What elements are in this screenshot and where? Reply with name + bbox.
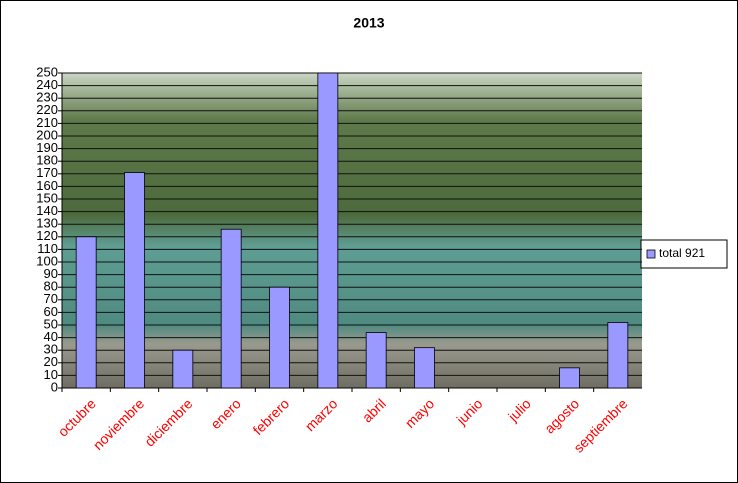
bar bbox=[269, 286, 290, 389]
bar bbox=[75, 236, 97, 389]
y-tick-label: 70 bbox=[44, 291, 58, 306]
y-tick-label: 120 bbox=[36, 228, 58, 243]
y-tick-label: 60 bbox=[44, 304, 58, 319]
y-tick-label: 220 bbox=[36, 102, 58, 117]
y-tick-label: 80 bbox=[44, 279, 58, 294]
y-tick-label: 150 bbox=[36, 190, 58, 205]
bar bbox=[220, 228, 242, 389]
bar bbox=[607, 322, 629, 389]
y-tick-label: 190 bbox=[36, 140, 58, 155]
y-tick-label: 90 bbox=[44, 266, 58, 281]
y-tick-label: 110 bbox=[37, 241, 58, 256]
y-tick-label: 20 bbox=[44, 354, 58, 369]
y-tick-label: 230 bbox=[36, 90, 58, 105]
y-tick-label: 210 bbox=[36, 115, 58, 130]
y-tick-label: 160 bbox=[36, 178, 58, 193]
y-tick-label: 30 bbox=[44, 342, 58, 357]
y-tick-label: 250 bbox=[36, 64, 58, 79]
y-tick-label: 200 bbox=[36, 127, 58, 142]
y-tick-label: 130 bbox=[36, 216, 58, 231]
legend: total 921 bbox=[640, 239, 728, 269]
y-tick-label: 40 bbox=[44, 329, 58, 344]
bar bbox=[365, 332, 387, 389]
legend-swatch bbox=[646, 249, 656, 259]
legend-label: total 921 bbox=[659, 246, 705, 260]
y-tick-label: 50 bbox=[44, 316, 58, 331]
y-tick-label: 240 bbox=[36, 77, 58, 92]
y-tick-label: 100 bbox=[36, 253, 58, 268]
plot-background bbox=[62, 73, 642, 388]
y-tick-label: 170 bbox=[36, 165, 58, 180]
y-tick-label: 180 bbox=[36, 153, 58, 168]
bar bbox=[124, 172, 145, 389]
bar bbox=[559, 367, 580, 389]
bar bbox=[172, 349, 194, 389]
bar bbox=[317, 72, 339, 389]
y-tick-label: 140 bbox=[36, 203, 58, 218]
y-tick-label: 0 bbox=[51, 379, 58, 394]
y-tick-label: 10 bbox=[44, 367, 58, 382]
bar bbox=[414, 347, 435, 389]
chart-title: 2013 bbox=[353, 15, 384, 31]
